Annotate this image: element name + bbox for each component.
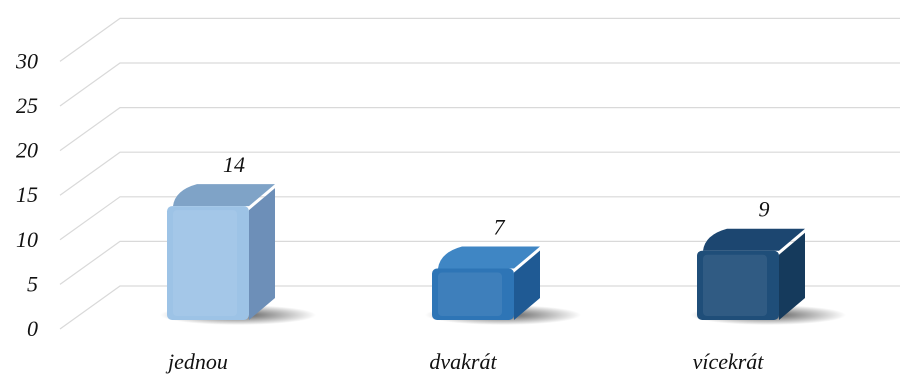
x-category-label: vícekrát [693, 349, 765, 374]
gridlines [59, 17, 900, 330]
bar-dvakrát [432, 246, 540, 320]
bar-highlight [703, 254, 767, 316]
gridline [59, 240, 900, 285]
data-labels: 14 7 9 [223, 152, 770, 239]
y-tick-label: 10 [16, 227, 38, 252]
y-axis-ticks: 0 5 10 15 20 25 30 [15, 48, 38, 341]
bar-front-face [432, 268, 514, 320]
bars [167, 184, 805, 320]
y-tick-label: 15 [16, 182, 38, 207]
data-label: 7 [494, 215, 506, 240]
gridline [59, 62, 900, 107]
bar-highlight [438, 272, 502, 316]
y-tick-label: 20 [16, 138, 38, 163]
y-tick-label: 30 [15, 48, 38, 73]
data-label: 9 [759, 197, 770, 222]
gridline [59, 151, 900, 196]
bar-side-face [779, 232, 805, 320]
gridline [59, 285, 900, 330]
bar-side-face [514, 250, 540, 320]
gridline [59, 106, 900, 152]
y-tick-label: 5 [27, 271, 38, 296]
x-axis-categories: jednou dvakrát vícekrát [165, 349, 764, 374]
bar-side-face [249, 188, 275, 320]
bar-jednou [167, 184, 275, 320]
bar-top-face [438, 246, 540, 269]
y-tick-label: 25 [16, 93, 38, 118]
gridline [59, 17, 900, 62]
bar-top-face [703, 228, 805, 251]
bar-vícekrát [697, 228, 805, 320]
bar-front-face [697, 250, 779, 320]
bar-top-face [173, 184, 275, 207]
y-tick-label: 0 [27, 316, 38, 341]
bar-front-face [167, 206, 249, 320]
x-category-label: dvakrát [429, 349, 497, 374]
data-label: 14 [223, 152, 245, 177]
x-category-label: jednou [165, 349, 228, 374]
gridline [59, 196, 900, 241]
bar-highlight [173, 210, 237, 316]
